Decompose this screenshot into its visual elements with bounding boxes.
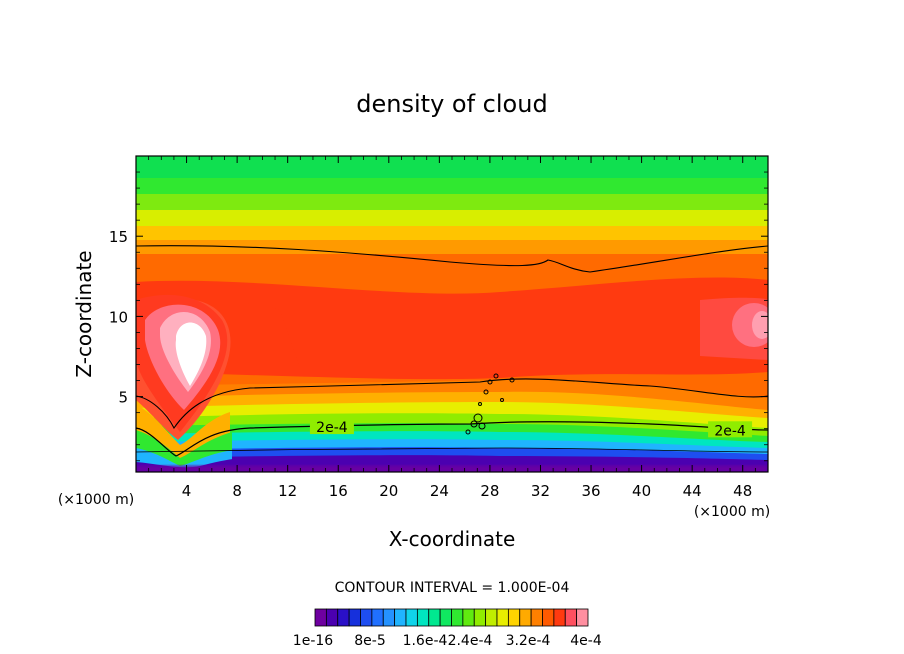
colorbar-label: 8e-5 [354,633,385,649]
contour-line-low [136,447,768,453]
y-axis: 5 10 15 [109,171,768,462]
colorbar-swatch [576,608,589,627]
y-axis-label: Z-coordinate [72,250,96,377]
colorbar-swatch [348,608,361,627]
colorbar-swatch [394,608,407,627]
colorbar-swatch [451,608,464,627]
x-tick-label: 32 [531,482,550,500]
colorbar-label: 4e-4 [570,633,602,649]
contour-label: 2e-4 [316,420,348,436]
x-unit-left: (×1000 m) [58,492,134,508]
x-axis-label: X-coordinate [389,527,516,551]
x-tick-label: 24 [430,482,449,500]
colorbar-labels: 1e-16 8e-5 1.6e-4 2.4e-4 3.2e-4 4e-4 [293,633,602,649]
colorbar-swatch [530,608,543,627]
colorbar-swatch [337,608,350,627]
colorbar-swatch [371,608,384,627]
x-tick-label: 16 [329,482,348,500]
x-tick-label: 12 [278,482,297,500]
colorbar-swatch [360,608,373,627]
y-tick-label: 10 [109,308,128,326]
colorbar-swatch [553,608,566,627]
contour-labels: 2e-4 2e-4 [309,418,753,439]
colorbar-swatch [507,608,521,627]
colorbar-label: 3.2e-4 [506,633,551,649]
x-tick-label: 44 [683,482,702,500]
colorbar-swatch [439,608,452,627]
chart-title: density of cloud [356,90,547,118]
x-tick-label: 28 [480,482,499,500]
colorbar-swatch [428,608,441,627]
colorbar-swatch [405,608,418,627]
colorbar-label: 1.6e-4 [403,633,448,649]
contour-line-2e-4 [136,421,768,457]
colorbar-swatch [542,608,555,627]
y-tick-label: 15 [109,228,128,246]
colorbar-swatch [382,608,396,627]
x-tick-label: 48 [733,482,752,500]
x-tick-label: 40 [632,482,651,500]
colorbar-swatch [416,608,430,627]
y-tick-label: 5 [118,389,128,407]
x-tick-label: 20 [379,482,398,500]
contour-label-bg [708,421,753,438]
colorbar-label: 1e-16 [293,633,333,649]
x-tick-label: 36 [581,482,600,500]
contour-small-cells [465,373,515,435]
colorbar-label: 2.4e-4 [448,633,493,649]
field-area [136,156,768,472]
x-tick-label: 8 [232,482,242,500]
contour-line-top [136,245,768,273]
x-tick-label: 4 [182,482,192,500]
colorbar-swatch [462,608,475,627]
colorbar-swatch [473,608,487,627]
contour-label: 2e-4 [714,423,746,439]
contour-label-bg [309,418,354,435]
x-axis: 4 8 12 16 20 24 28 32 36 40 44 48 [148,156,756,500]
colorbar-swatch [314,608,327,627]
colorbar-swatch [519,608,532,627]
x-unit-right: (×1000 m) [694,504,770,520]
colorbar-swatch [564,608,578,627]
contour-interval: CONTOUR INTERVAL = 1.000E-04 [335,580,570,596]
colorbar-swatch [325,608,339,627]
colorbar-swatch [485,608,498,627]
colorbar [314,608,589,627]
colorbar-swatch [496,608,509,627]
contour-line-mid [136,378,768,430]
